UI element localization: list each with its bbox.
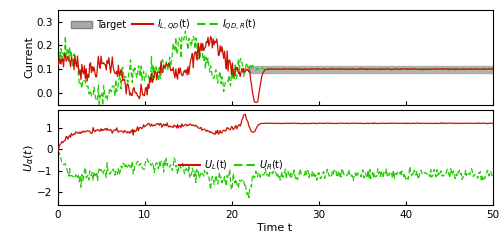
- Y-axis label: Current: Current: [25, 36, 35, 78]
- Y-axis label: $U_\alpha(t)$: $U_\alpha(t)$: [22, 144, 36, 172]
- Legend: $U_L$(t), $U_R$(t): $U_L$(t), $U_R$(t): [175, 155, 288, 176]
- Bar: [249, 66, 492, 73]
- Legend: Target, $I_{L,QD}$(t), $I_{QD,R}$(t): Target, $I_{L,QD}$(t), $I_{QD,R}$(t): [66, 14, 260, 36]
- X-axis label: Time t: Time t: [258, 223, 292, 233]
